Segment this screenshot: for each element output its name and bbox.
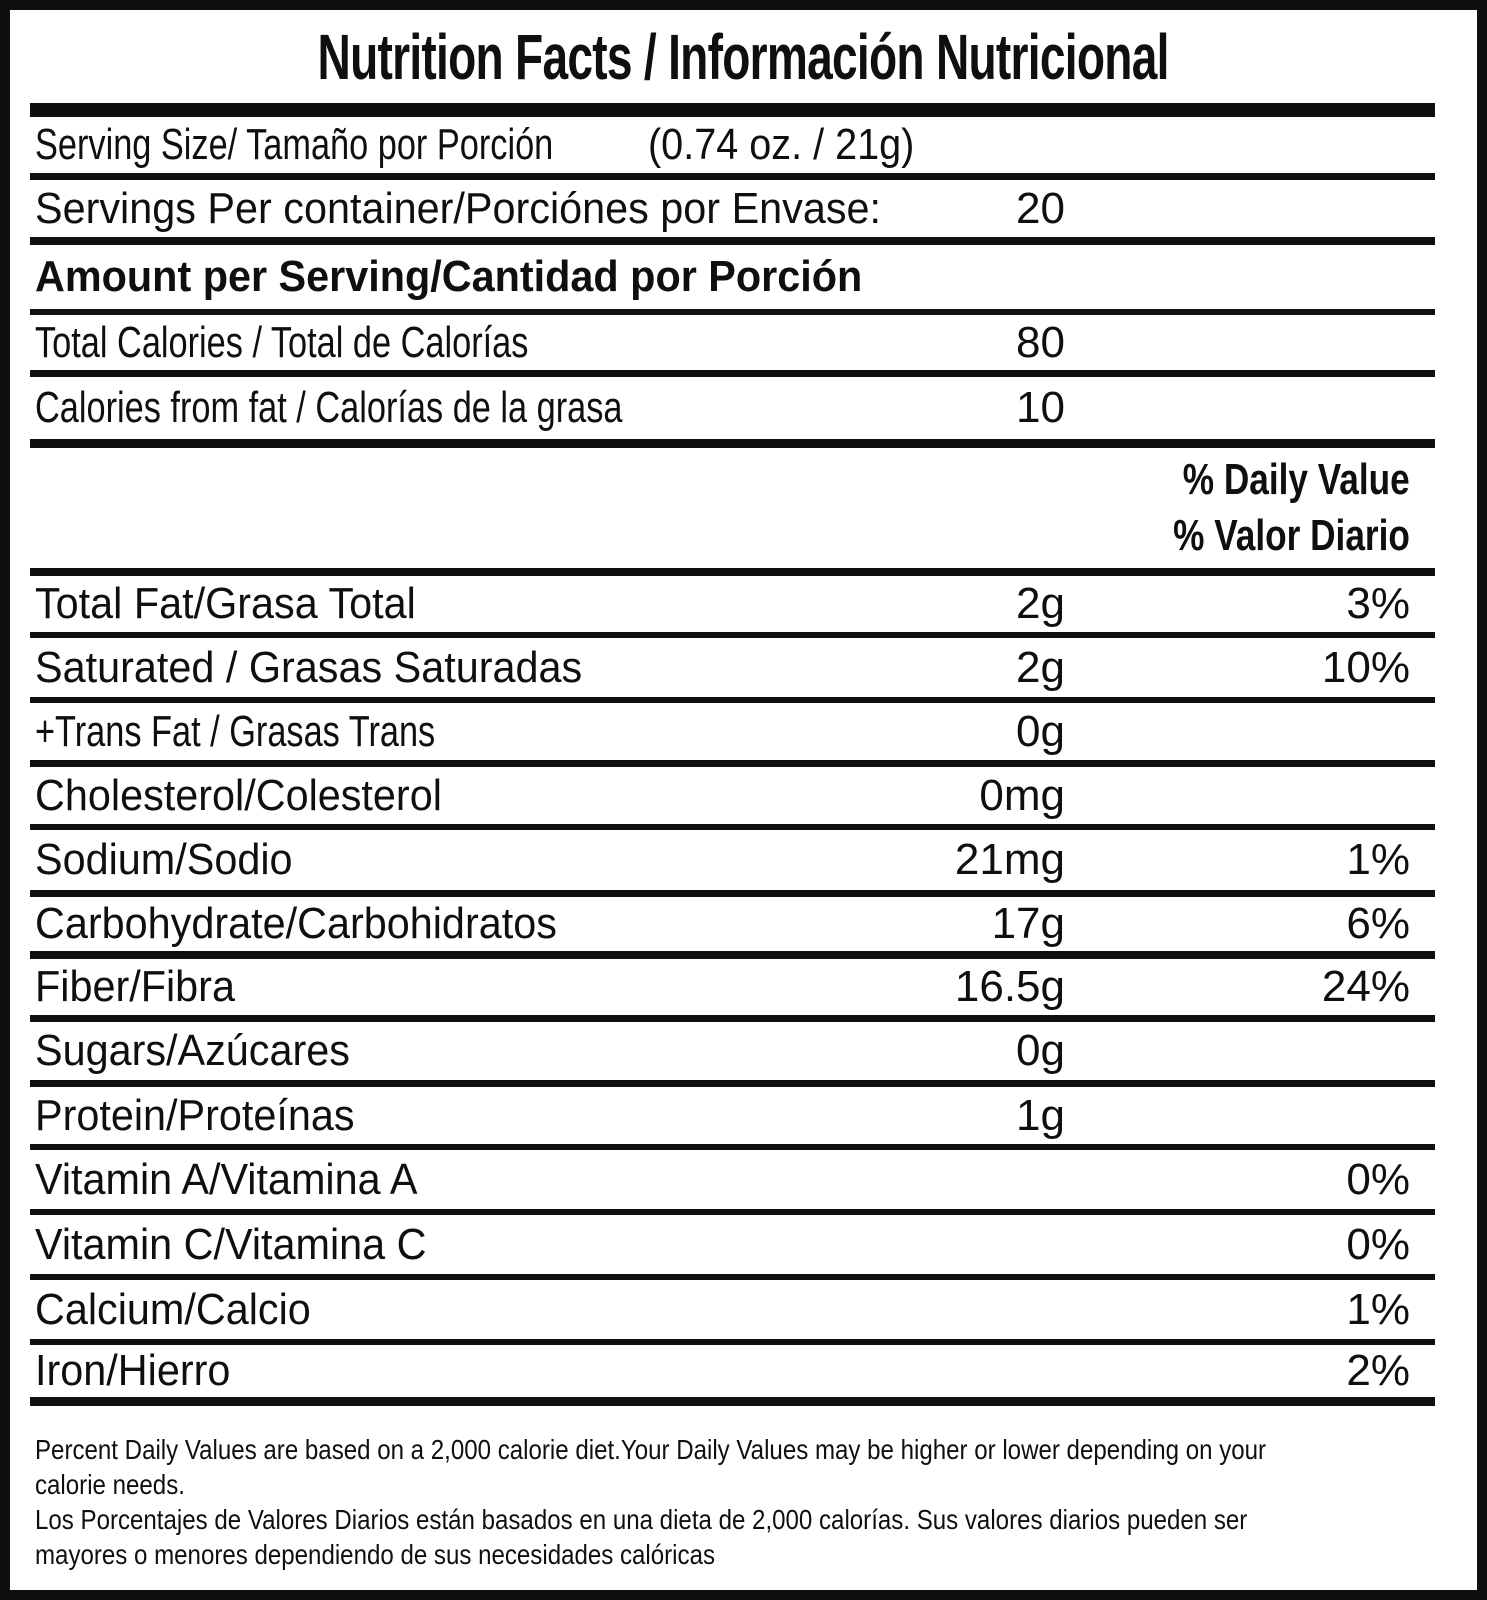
iron-percent: 2%	[1346, 1346, 1410, 1395]
row-saturated-fat: Saturated / Grasas Saturadas 2g 10%	[30, 638, 1435, 703]
sugars-amount: 0g	[1016, 1026, 1065, 1075]
calcium-percent: 1%	[1346, 1284, 1410, 1334]
row-protein: Protein/Proteínas 1g	[30, 1087, 1435, 1150]
servings-per-container-label: Servings Per container/Porciónes por Env…	[35, 183, 882, 233]
protein-label: Protein/Proteínas	[35, 1090, 355, 1140]
label-body: Serving Size/ Tamaño por Porción (0.74 o…	[30, 103, 1435, 1590]
calcium-label: Calcium/Calcio	[35, 1284, 311, 1334]
label-header: Nutrition Facts / Información Nutriciona…	[10, 10, 1477, 103]
carbohydrate-label: Carbohydrate/Carbohidratos	[35, 899, 557, 948]
fiber-percent: 24%	[1321, 962, 1410, 1011]
row-vitamin-c: Vitamin C/Vitamina C 0%	[30, 1215, 1435, 1280]
calories-from-fat-amount: 10	[1016, 383, 1065, 432]
footnote-line-3: Los Porcentajes de Valores Diarios están…	[35, 1504, 1248, 1535]
footnote: Percent Daily Values are based on a 2,00…	[30, 1406, 1435, 1590]
row-total-calories: Total Calories / Total de Calorías 80	[30, 315, 1435, 377]
footnote-line-1: Percent Daily Values are based on a 2,00…	[35, 1434, 1267, 1465]
fiber-label: Fiber/Fibra	[35, 962, 235, 1011]
carbohydrate-percent: 6%	[1346, 899, 1410, 948]
title-divider-bar	[30, 103, 1435, 117]
row-sodium: Sodium/Sodio 21mg 1%	[30, 830, 1435, 897]
row-cholesterol: Cholesterol/Colesterol 0mg	[30, 767, 1435, 830]
daily-value-header-en: % Daily Value	[1183, 454, 1410, 504]
trans-fat-amount: 0g	[1016, 706, 1065, 756]
row-carbohydrate: Carbohydrate/Carbohidratos 17g 6%	[30, 897, 1435, 959]
vitamin-c-label: Vitamin C/Vitamina C	[35, 1219, 427, 1269]
vitamin-a-percent: 0%	[1346, 1154, 1410, 1204]
daily-value-header-es: % Valor Diario	[1173, 511, 1410, 561]
total-fat-amount: 2g	[1016, 579, 1065, 628]
vitamin-a-label: Vitamin A/Vitamina A	[35, 1154, 418, 1204]
sodium-amount: 21mg	[954, 835, 1065, 884]
vitamin-c-percent: 0%	[1346, 1219, 1410, 1269]
calories-from-fat-label: Calories from fat / Calorías de la grasa	[35, 383, 623, 432]
carbohydrate-amount: 17g	[991, 899, 1065, 948]
daily-value-header: % Daily Value % Valor Diario	[30, 448, 1435, 576]
row-fiber: Fiber/Fibra 16.5g 24%	[30, 959, 1435, 1022]
row-iron: Iron/Hierro 2%	[30, 1345, 1435, 1406]
serving-size-label: Serving Size/ Tamaño por Porción	[35, 120, 554, 169]
row-calcium: Calcium/Calcio 1%	[30, 1280, 1435, 1345]
row-amount-per-serving-heading: Amount per Serving/Cantidad por Porción	[30, 245, 1435, 315]
total-fat-percent: 3%	[1346, 579, 1410, 628]
cholesterol-amount: 0mg	[979, 770, 1065, 820]
saturated-fat-amount: 2g	[1016, 642, 1065, 692]
iron-label: Iron/Hierro	[35, 1346, 231, 1395]
row-vitamin-a: Vitamin A/Vitamina A 0%	[30, 1150, 1435, 1215]
row-trans-fat: +Trans Fat / Grasas Trans 0g	[30, 703, 1435, 767]
sugars-label: Sugars/Azúcares	[35, 1026, 350, 1075]
footnote-line-4: mayores o menores dependiendo de sus nec…	[35, 1539, 716, 1570]
amount-per-serving-heading: Amount per Serving/Cantidad por Porción	[35, 252, 863, 301]
sodium-label: Sodium/Sodio	[35, 835, 293, 884]
row-sugars: Sugars/Azúcares 0g	[30, 1022, 1435, 1087]
footnote-line-2: calorie needs.	[35, 1469, 185, 1500]
sodium-percent: 1%	[1346, 835, 1410, 884]
total-fat-label: Total Fat/Grasa Total	[35, 579, 416, 628]
serving-size-value: (0.74 oz. / 21g)	[648, 120, 915, 169]
label-title: Nutrition Facts / Información Nutriciona…	[317, 20, 1170, 93]
trans-fat-label: +Trans Fat / Grasas Trans	[35, 706, 436, 756]
row-servings-per-container: Servings Per container/Porciónes por Env…	[30, 180, 1435, 245]
fiber-amount: 16.5g	[954, 962, 1065, 1011]
total-calories-label: Total Calories / Total de Calorías	[35, 317, 529, 367]
cholesterol-label: Cholesterol/Colesterol	[35, 770, 442, 820]
row-calories-from-fat: Calories from fat / Calorías de la grasa…	[30, 377, 1435, 448]
row-total-fat: Total Fat/Grasa Total 2g 3%	[30, 576, 1435, 638]
saturated-fat-percent: 10%	[1321, 642, 1410, 692]
protein-amount: 1g	[1016, 1090, 1065, 1140]
total-calories-amount: 80	[1016, 317, 1065, 367]
saturated-fat-label: Saturated / Grasas Saturadas	[35, 642, 583, 692]
servings-per-container-value: 20	[1016, 183, 1065, 233]
row-serving-size: Serving Size/ Tamaño por Porción (0.74 o…	[30, 117, 1435, 180]
